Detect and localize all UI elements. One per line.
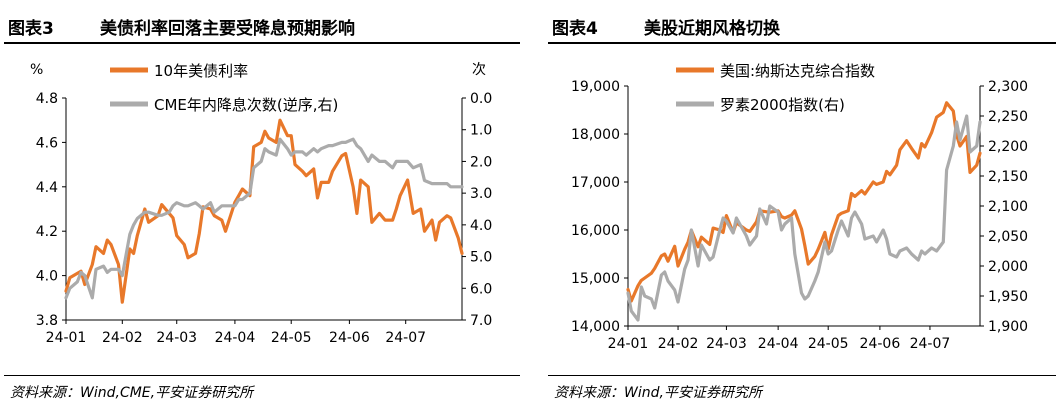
series-line-1 [64, 118, 464, 304]
right-tick-label: 1.0 [470, 123, 492, 139]
right-tick-label: 3.0 [470, 186, 492, 202]
chart-panel-2: 图表4 美股近期风格切换 14,000 15,000 16,000 17,000 18,… [548, 0, 1056, 412]
right-tick-label: 2.0 [470, 154, 492, 170]
x-tick-label: 24-05 [808, 336, 849, 352]
chart-2-title: 美股近期风格切换 [644, 19, 780, 39]
x-tick-label: 24-05 [271, 330, 312, 346]
right-tick-label: 6.0 [470, 281, 492, 297]
left-tick-label: 4.8 [36, 91, 58, 107]
right-tick-label: 0.0 [470, 91, 492, 107]
x-tick-label: 24-02 [102, 330, 143, 346]
right-axis-unit: 次 [472, 62, 486, 78]
left-tick-label: 19,000 [571, 79, 620, 95]
right-tick-label: 2,100 [988, 199, 1028, 215]
right-tick-label: 2,200 [988, 139, 1028, 155]
chart-1-title: 美债利率回落主要受降息预期影响 [100, 19, 355, 39]
series-line-2 [64, 137, 464, 300]
legend-label-1: 美国:纳斯达克综合指数 [720, 62, 875, 80]
x-tick-label: 24-07 [385, 330, 426, 346]
chart-2-source-rule [548, 375, 1056, 376]
legend-label-1: 10年美债利率 [154, 62, 248, 80]
series-line-2 [626, 114, 982, 322]
left-tick-label: 4.0 [36, 269, 58, 285]
left-tick-label: 4.2 [36, 224, 58, 240]
right-tick-label: 1,900 [988, 319, 1028, 335]
left-axis-unit: % [30, 62, 43, 78]
right-tick-label: 7.0 [470, 313, 492, 329]
chart-2-header: 图表4 美股近期风格切换 [548, 8, 1056, 44]
series-line-1 [626, 101, 982, 303]
x-tick-label: 24-01 [46, 330, 87, 346]
chart-1-header: 图表3 美债利率回落主要受降息预期影响 [4, 8, 520, 44]
chart-1-source: 资料来源：Wind,CME,平安证券研究所 [10, 385, 254, 401]
chart-1-figure-label: 图表3 [8, 19, 54, 39]
x-tick-label: 24-03 [156, 330, 197, 346]
x-tick-label: 24-04 [215, 330, 256, 346]
left-tick-label: 14,000 [571, 319, 620, 335]
left-tick-label: 17,000 [571, 175, 620, 191]
legend-label-2: 罗素2000指数(右) [720, 96, 845, 114]
right-tick-label: 2,000 [988, 259, 1028, 275]
left-tick-label: 16,000 [571, 223, 620, 239]
right-tick-label: 2,300 [988, 79, 1028, 95]
left-tick-label: 3.8 [36, 313, 58, 329]
right-tick-label: 2,250 [988, 109, 1028, 125]
chart-2-figure-label: 图表4 [552, 19, 598, 39]
x-tick-label: 24-06 [329, 330, 370, 346]
right-tick-label: 2,150 [988, 169, 1028, 185]
left-tick-label: 4.6 [36, 135, 58, 151]
chart-1-plot: 3.8 4.0 4.2 4.4 4.6 4.8 0.0 1.0 2.0 3.0 4.0 5.0 6.0 7… [30, 62, 492, 346]
chart-2-plot: 14,000 15,000 16,000 17,000 18,000 19,000 1,90… [571, 62, 1028, 352]
right-tick-label: 2,050 [988, 229, 1028, 245]
x-tick-label: 24-02 [658, 336, 699, 352]
chart-2-source: 资料来源：Wind,平安证券研究所 [554, 385, 762, 401]
left-tick-label: 4.4 [36, 180, 58, 196]
right-tick-label: 1,950 [988, 289, 1028, 305]
x-tick-label: 24-03 [706, 336, 747, 352]
right-tick-label: 5.0 [470, 250, 492, 266]
right-tick-label: 4.0 [470, 218, 492, 234]
chart-panel-1: 图表3 美债利率回落主要受降息预期影响 3.8 4.0 4.2 4.4 4.6 4.8 0.… [4, 0, 520, 412]
x-tick-label: 24-01 [608, 336, 649, 352]
left-tick-label: 15,000 [571, 271, 620, 287]
x-tick-label: 24-07 [910, 336, 951, 352]
legend-label-2: CME年内降息次数(逆序,右) [154, 96, 338, 114]
x-tick-label: 24-06 [860, 336, 901, 352]
x-tick-label: 24-04 [758, 336, 799, 352]
left-tick-label: 18,000 [571, 127, 620, 143]
chart-1-source-rule [4, 375, 520, 376]
